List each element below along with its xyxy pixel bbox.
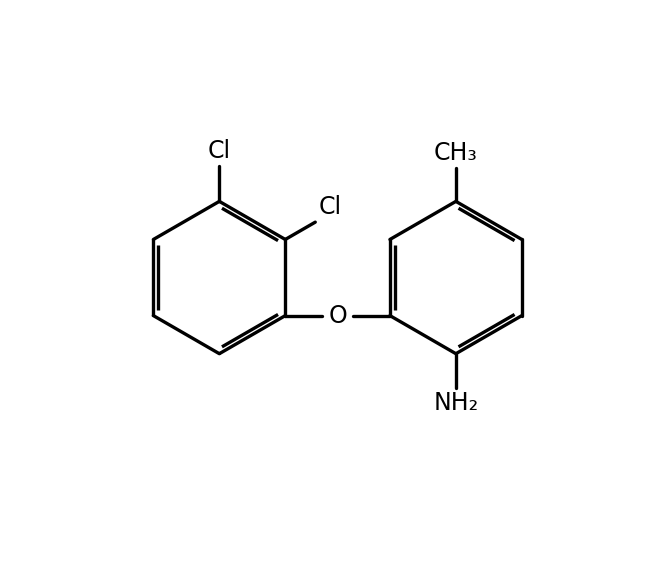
Text: CH₃: CH₃ (434, 141, 478, 165)
Text: O: O (328, 304, 347, 328)
Text: NH₂: NH₂ (433, 391, 478, 415)
Text: Cl: Cl (318, 195, 341, 219)
Text: Cl: Cl (208, 139, 231, 163)
